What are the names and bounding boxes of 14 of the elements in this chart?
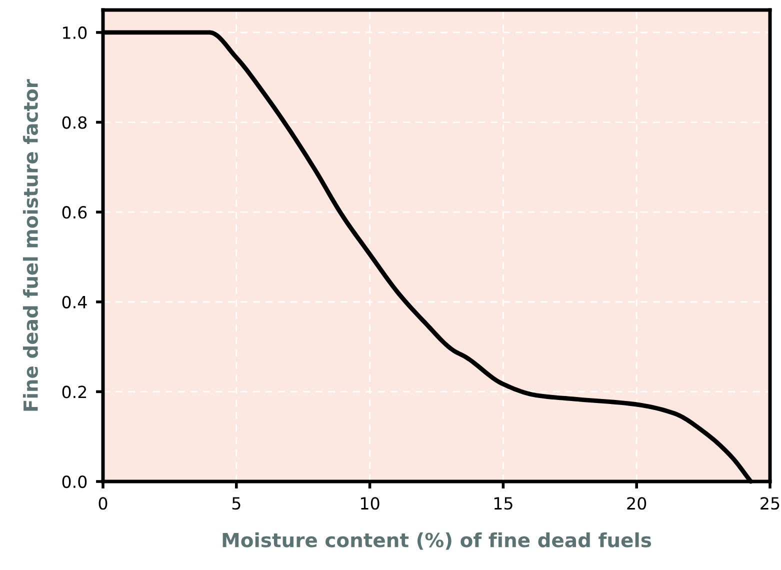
- y-axis-title: Fine dead fuel moisture factor: [22, 79, 38, 411]
- x-tick-label: 10: [361, 497, 380, 510]
- y-tick-label: 0.6: [62, 206, 87, 219]
- y-tick-label: 0.2: [62, 386, 86, 398]
- x-tick-label: 25: [760, 497, 780, 510]
- x-tick-label: 5: [232, 497, 240, 510]
- y-tick-label: 0.8: [62, 116, 87, 129]
- x-axis-title: Moisture content (%) of fine dead fuels: [222, 532, 652, 550]
- x-tick-label: 20: [627, 497, 646, 510]
- x-tick-label: 0: [98, 497, 108, 510]
- x-tick-label: 15: [494, 497, 512, 510]
- y-tick-label: 0.4: [62, 296, 87, 308]
- y-tick-label: 0.0: [62, 475, 87, 488]
- y-tick-label: 1.0: [63, 26, 87, 40]
